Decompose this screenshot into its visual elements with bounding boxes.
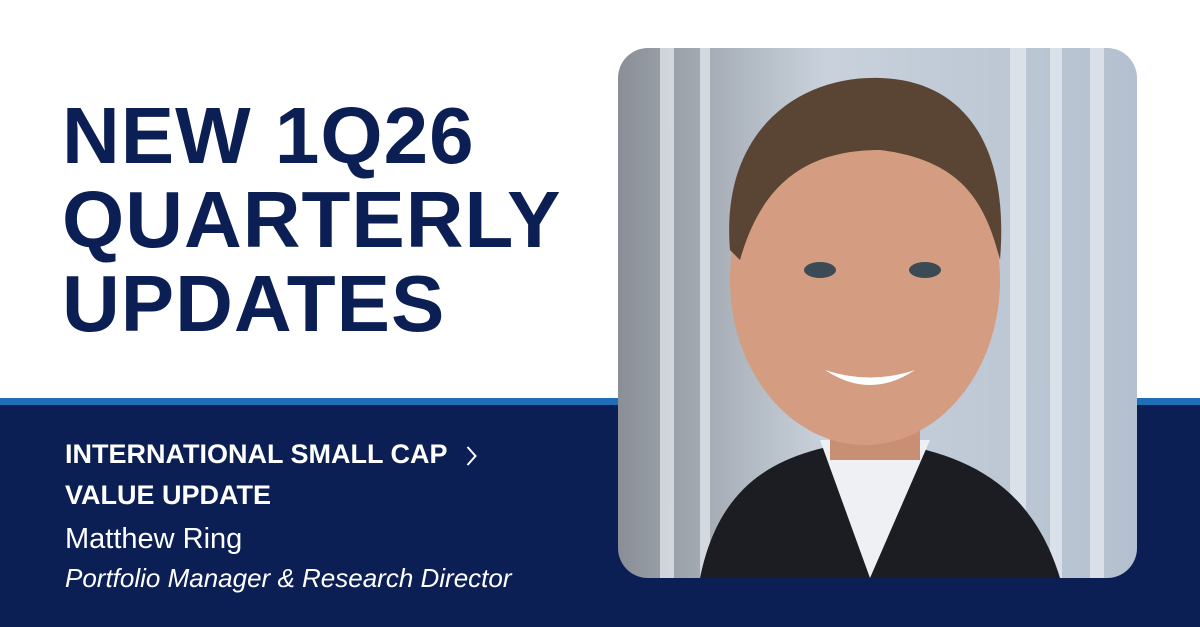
person-name: Matthew Ring bbox=[65, 523, 242, 555]
accent-stripe bbox=[0, 398, 1200, 405]
headline-line: NEW 1Q26 bbox=[62, 91, 475, 180]
portrait-photo bbox=[618, 48, 1137, 578]
link-title[interactable]: VALUE UPDATE bbox=[65, 480, 271, 510]
link-title[interactable]: INTERNATIONAL SMALL CAP bbox=[65, 439, 448, 469]
headline-line: QUARTERLY bbox=[62, 175, 561, 264]
headline-line: UPDATES bbox=[62, 259, 445, 348]
link[interactable]: INTERNATIONAL SMALL CAP VALUE UPDATE bbox=[65, 439, 477, 510]
person-role: Portfolio Manager & Research Director bbox=[65, 563, 513, 593]
chevron-icon[interactable] bbox=[466, 446, 477, 466]
